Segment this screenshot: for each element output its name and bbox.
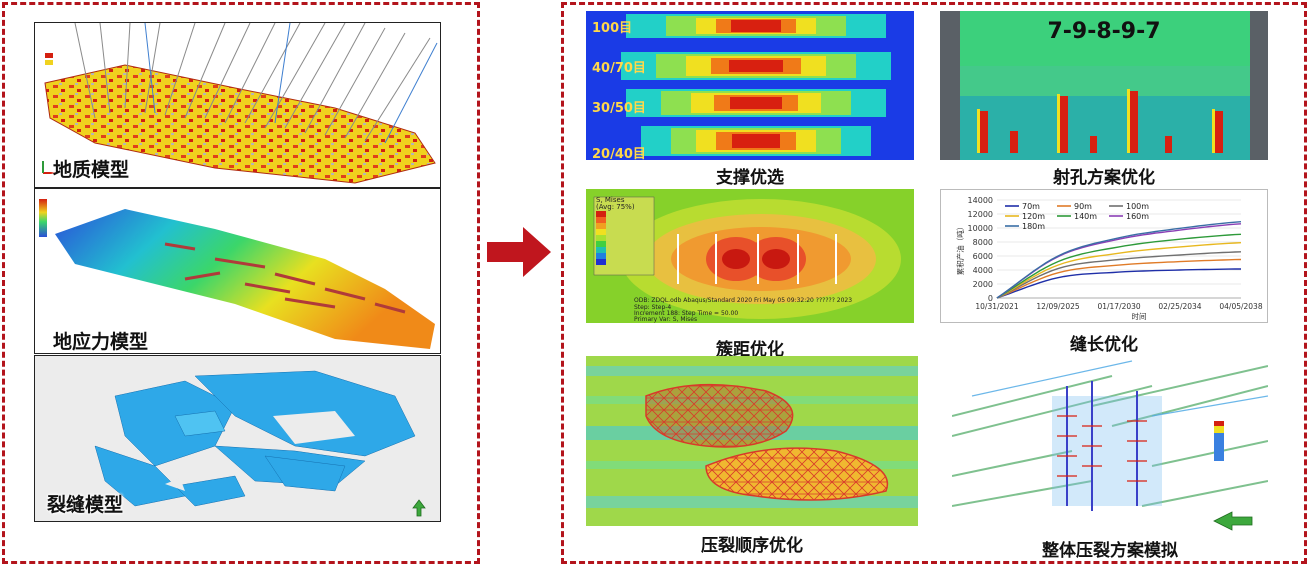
fracture-model-image: [94, 370, 426, 517]
y-tick-label: 14000: [968, 196, 993, 205]
mesh-label-20-40: 20/40目: [592, 147, 646, 160]
x-tick-label: 01/17/2030: [1097, 302, 1140, 311]
perforation-image: [940, 11, 1268, 160]
left-model-group: [2, 2, 480, 564]
legend-label: 180m: [1022, 222, 1045, 231]
spacing-legend-title: S, Mises: [596, 196, 625, 204]
y-axis-title: 累积产油（吨）: [955, 223, 965, 276]
proppant-selection-caption: 支撑优选: [716, 168, 784, 188]
legend-label: 120m: [1022, 212, 1045, 221]
legend-label: 90m: [1074, 202, 1092, 211]
legend-label: 140m: [1074, 212, 1097, 221]
spacing-footer-line4: Primary Var: S, Mises: [634, 316, 698, 323]
x-tick-label: 12/09/2025: [1036, 302, 1079, 311]
y-tick-label: 4000: [973, 266, 993, 275]
proppant-selection-image: [621, 14, 891, 156]
x-tick-label: 10/31/2021: [975, 302, 1018, 311]
spacing-footer-line1: ODB: ZDQL.odb Abaqus/Standard 2020 Fri M…: [634, 297, 853, 304]
x-axis-title: 时间: [1132, 311, 1147, 321]
fracture-model-panel: 裂缝模型: [34, 355, 441, 522]
legend-label: 160m: [1126, 212, 1149, 221]
cluster-spacing-panel: S, Mises (Avg: 75%) ODB: ZDQL.odb Abaqus…: [586, 189, 914, 323]
spacing-footer-line2: Step: Step-4: [634, 304, 672, 311]
geological-model-label: 地质模型: [53, 159, 130, 181]
perforation-scheme-label: 7-9-8-9-7: [1047, 19, 1161, 44]
y-tick-label: 8000: [973, 238, 993, 247]
y-tick-label: 10000: [968, 224, 993, 233]
series-line-90m: [996, 258, 1242, 299]
frac-length-caption: 缝长优化: [1070, 335, 1138, 355]
mesh-label-40-70: 40/70目: [592, 61, 646, 76]
x-tick-label: 02/25/2034: [1158, 302, 1201, 311]
right-arrow-icon: [487, 227, 551, 277]
series-line-140m: [996, 233, 1242, 299]
overall-simulation-caption: 整体压裂方案模拟: [1042, 541, 1178, 561]
series-line-100m: [996, 251, 1242, 299]
perforation-panel: 7-9-8-9-7: [940, 11, 1268, 160]
fracture-model-label: 裂缝模型: [47, 494, 124, 516]
geological-model-panel: 地质模型: [34, 22, 441, 188]
geostress-model-panel: 地应力模型: [34, 188, 441, 354]
perforation-caption: 射孔方案优化: [1053, 168, 1155, 188]
legend-label: 100m: [1126, 202, 1149, 211]
y-tick-label: 0: [988, 294, 993, 303]
frac-sequence-image: [586, 366, 918, 508]
overall-simulation-panel: [952, 356, 1268, 531]
x-tick-label: 04/05/2038: [1219, 302, 1262, 311]
overall-simulation-image: [952, 360, 1268, 531]
frac-length-chart-panel: 0 2000 4000 6000 8000 10000 12000 14000 10/31/20…: [940, 189, 1268, 323]
y-tick-label: 2000: [973, 280, 993, 289]
spacing-footer-line3: Increment 188: Step Time = 50.00: [634, 310, 739, 317]
legend-label: 70m: [1022, 202, 1040, 211]
mesh-label-100: 100目: [592, 21, 633, 36]
series-line-120m: [996, 242, 1242, 299]
geostress-model-image: [39, 199, 435, 349]
spacing-legend-sub: (Avg: 75%): [596, 203, 635, 211]
cluster-spacing-caption: 簇距优化: [716, 340, 784, 360]
right-optimization-group: [561, 2, 1307, 564]
y-tick-label: 12000: [968, 210, 993, 219]
frac-sequence-caption: 压裂顺序优化: [701, 536, 803, 556]
geological-model-image: [39, 23, 438, 184]
mesh-label-30-50: 30/50目: [592, 101, 646, 116]
y-tick-label: 6000: [973, 252, 993, 261]
proppant-selection-panel: 100目 40/70目 30/50目 20/40目: [586, 11, 914, 160]
series-line-180m: [996, 221, 1242, 299]
series-line-70m: [996, 268, 1241, 299]
frac-length-chart: 0 2000 4000 6000 8000 10000 12000 14000 10/31/20…: [955, 196, 1263, 321]
geostress-model-label: 地应力模型: [53, 331, 149, 353]
cluster-spacing-image: [593, 196, 901, 319]
frac-sequence-panel: [586, 356, 918, 526]
